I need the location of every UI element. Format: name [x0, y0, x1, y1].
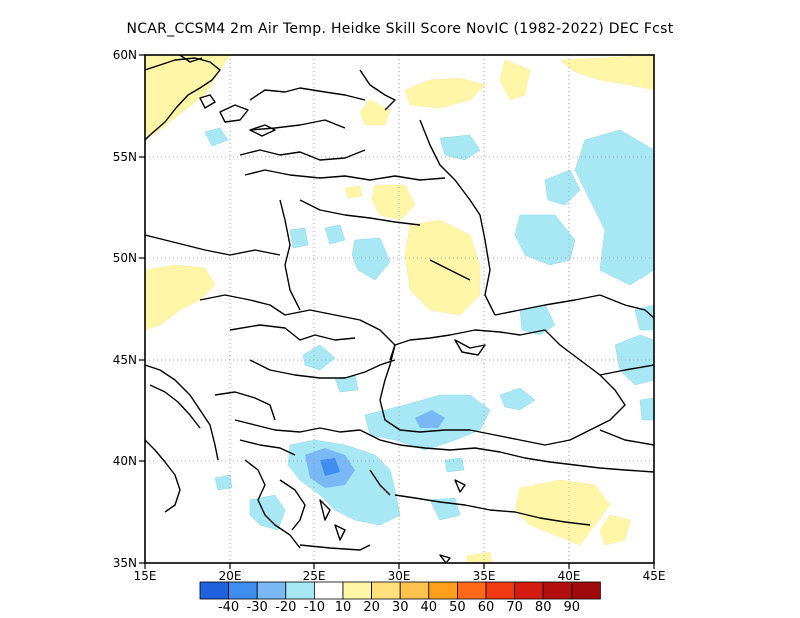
- colorbar-label: -20: [275, 600, 296, 615]
- colorbar-swatch: [485, 581, 516, 600]
- colorbar-label: 20: [363, 600, 380, 615]
- x-tick-label: 15E: [134, 569, 157, 583]
- colorbar-label: 90: [564, 600, 581, 615]
- colorbar-label: 50: [449, 600, 466, 615]
- x-tick-label: 20E: [219, 569, 242, 583]
- x-tick-label: 30E: [388, 569, 411, 583]
- colorbar-swatch: [399, 581, 430, 600]
- map-title: NCAR_CCSM4 2m Air Temp. Heidke Skill Sco…: [126, 21, 674, 37]
- colorbar-swatch: [285, 581, 315, 600]
- colorbar-swatch: [256, 581, 287, 600]
- colorbar-label: 10: [335, 600, 352, 615]
- y-axis-labels: 35N 40N 45N 50N 55N 60N: [113, 48, 137, 570]
- colorbar-legend: [199, 581, 601, 600]
- y-tick-label: 50N: [113, 251, 137, 265]
- positive-skill-areas: [145, 55, 654, 563]
- x-tick-label: 45E: [643, 569, 666, 583]
- x-tick-label: 35E: [473, 569, 496, 583]
- y-tick-label: 40N: [113, 454, 137, 468]
- colorbar-swatch: [371, 581, 401, 600]
- colorbar-label: 30: [392, 600, 409, 615]
- colorbar-swatch: [428, 581, 458, 600]
- map-body: [145, 55, 654, 563]
- x-tick-label: 25E: [303, 569, 326, 583]
- y-tick-label: 60N: [113, 48, 137, 62]
- y-tick-label: 55N: [113, 150, 137, 164]
- colorbar-label: 70: [506, 600, 523, 615]
- colorbar-swatch: [228, 581, 258, 600]
- colorbar-swatch: [514, 581, 544, 600]
- colorbar-label: 80: [535, 600, 552, 615]
- colorbar-swatch: [199, 581, 230, 600]
- negative-skill-areas-light: [204, 127, 654, 531]
- y-tick-label: 35N: [113, 556, 137, 570]
- negative-skill-areas-strong: [305, 410, 445, 488]
- colorbar-label: -30: [247, 600, 268, 615]
- colorbar-label: 60: [478, 600, 495, 615]
- colorbar-labels: -40 -30 -20 -10 10 20 30 40 50 60 70 80 …: [218, 600, 580, 615]
- x-axis-labels: 15E 20E 25E 30E 35E 40E 45E: [134, 569, 666, 583]
- y-tick-label: 45N: [113, 353, 137, 367]
- coastlines-borders: [145, 55, 654, 563]
- colorbar-swatch: [342, 581, 373, 600]
- colorbar-label: -40: [218, 600, 239, 615]
- x-tick-label: 40E: [558, 569, 581, 583]
- colorbar-swatch: [456, 581, 487, 600]
- lat-lon-grid: [145, 55, 654, 563]
- colorbar-label: -10: [304, 600, 325, 615]
- colorbar-swatch: [571, 581, 601, 600]
- colorbar-label: 40: [421, 600, 438, 615]
- colorbar-swatch: [313, 581, 344, 600]
- axis-ticks: [139, 54, 655, 569]
- colorbar-swatch: [542, 581, 573, 600]
